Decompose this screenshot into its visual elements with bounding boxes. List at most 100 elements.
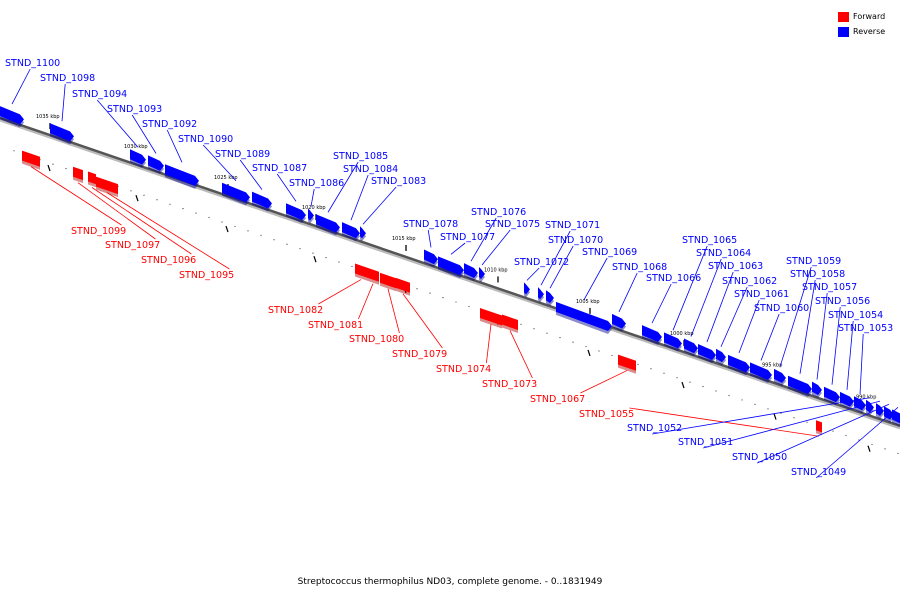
gene-label: STND_1064: [696, 248, 751, 259]
gene-leader-line: [651, 283, 672, 324]
axis-dot: [897, 452, 899, 454]
gene-feature-stnd-1061[interactable]: [728, 354, 750, 376]
gene-label: STND_1053: [838, 323, 893, 334]
gene-feature-stnd-1073[interactable]: [502, 314, 518, 334]
axis-dot: [299, 248, 301, 250]
gene-feature-stnd-1077[interactable]: [438, 256, 464, 279]
gene-leader-line: [239, 159, 263, 190]
axis-tick-label: 1025 kbp: [214, 175, 238, 181]
gene-feature-stnd-1094[interactable]: [130, 149, 146, 168]
gene-feature-stnd-1086[interactable]: [308, 208, 314, 224]
gene-leader-line: [757, 403, 890, 464]
gene-feature-stnd-1080[interactable]: [380, 272, 396, 292]
axis-dot: [598, 350, 600, 352]
gene-feature-stnd-1062[interactable]: [716, 348, 726, 366]
gene-feature-stnd-1060[interactable]: [750, 362, 772, 383]
axis-dot: [650, 368, 652, 370]
axis-dot: [546, 332, 548, 334]
axis-dot: [312, 252, 314, 254]
gene-feature-stnd-1064[interactable]: [684, 338, 698, 357]
gene-leader-line: [30, 166, 122, 226]
gene-feature-stnd-1051[interactable]: [876, 403, 884, 419]
axis-dot: [273, 239, 275, 241]
axis-dot: [533, 328, 535, 330]
gene-feature-stnd-1052[interactable]: [866, 399, 874, 416]
gene-label: STND_1094: [72, 89, 127, 100]
gene-leader-line: [618, 272, 638, 313]
gene-feature-stnd-1098[interactable]: [50, 123, 74, 145]
gene-feature-stnd-1058[interactable]: [788, 375, 812, 397]
gene-leader-line: [846, 320, 854, 390]
gene-feature-stnd-1087[interactable]: [286, 203, 306, 224]
axis-dot: [806, 421, 808, 423]
gene-leader-line: [202, 144, 237, 182]
gene-label: STND_1097: [105, 240, 160, 251]
axis-dot: [715, 390, 717, 392]
gene-feature-stnd-1099[interactable]: [22, 150, 40, 170]
gene-feature-stnd-1085[interactable]: [316, 214, 340, 236]
axis-dot: [728, 394, 730, 397]
axis-dot: [845, 434, 847, 437]
gene-feature-stnd-1054[interactable]: [840, 391, 854, 410]
gene-feature-stnd-1067[interactable]: [618, 354, 636, 374]
axis-shadow: [0, 118, 900, 430]
gene-leader-line: [652, 397, 871, 435]
gene-feature-stnd-1093[interactable]: [148, 155, 164, 174]
gene-leader-line: [402, 293, 443, 349]
gene-feature-stnd-1076[interactable]: [464, 263, 478, 281]
gene-feature-stnd-1049[interactable]: [892, 409, 900, 427]
gene-leader-line: [310, 188, 315, 207]
axis-tick-label: 995 kbp: [762, 363, 782, 369]
gene-feature-stnd-1055[interactable]: [816, 420, 822, 436]
gene-feature-stnd-1069[interactable]: [556, 301, 612, 335]
gene-feature-stnd-1090[interactable]: [222, 182, 250, 206]
axis-minor-tick: [225, 225, 229, 233]
gene-feature-stnd-1057[interactable]: [812, 381, 822, 399]
gene-feature-stnd-1066[interactable]: [642, 325, 662, 345]
gene-feature-stnd-1071[interactable]: [538, 287, 544, 303]
gene-feature-stnd-1065[interactable]: [664, 332, 682, 352]
gene-feature-stnd-1082[interactable]: [355, 263, 367, 281]
gene-feature-stnd-1083[interactable]: [360, 226, 366, 242]
gene-feature-stnd-1097[interactable]: [73, 166, 83, 184]
gene-leader-line: [96, 99, 139, 148]
gene-feature-stnd-1084[interactable]: [342, 222, 360, 242]
gene-feature-stnd-1074[interactable]: [480, 308, 502, 329]
gene-feature-stnd-1056[interactable]: [824, 386, 840, 406]
gene-label: STND_1056: [815, 296, 870, 307]
gene-feature-stnd-1092[interactable]: [165, 164, 199, 189]
gene-feature-stnd-1100[interactable]: [0, 106, 24, 128]
axis-dot: [195, 212, 197, 214]
gene-leader-line: [470, 217, 497, 262]
gene-feature-stnd-1079[interactable]: [396, 277, 410, 296]
axis-dot: [338, 261, 340, 263]
gene-feature-stnd-1068[interactable]: [612, 313, 626, 332]
legend-forward-swatch: [838, 11, 849, 22]
gene-feature-stnd-1072[interactable]: [524, 282, 530, 298]
axis-tick-label: 990 kbp: [856, 395, 876, 401]
gene-feature-stnd-1081[interactable]: [367, 267, 379, 285]
gene-leader-line: [481, 229, 511, 266]
axis-dot: [416, 288, 418, 290]
gene-feature-stnd-1096[interactable]: [88, 171, 96, 188]
gene-label: STND_1060: [754, 303, 809, 314]
axis-tick-label: 1020 kbp: [302, 205, 326, 211]
gene-feature-stnd-1095[interactable]: [96, 176, 118, 198]
gene-feature-stnd-1059[interactable]: [774, 368, 786, 387]
gene-leader-line: [580, 370, 628, 394]
gene-leader-line: [540, 230, 571, 286]
axis-dot: [741, 399, 743, 401]
axis-tick-label: 1030 kbp: [124, 144, 148, 150]
gene-feature-stnd-1070[interactable]: [546, 290, 554, 306]
axis-dot: [143, 194, 145, 196]
axis-minor-tick: [47, 164, 51, 172]
gene-feature-stnd-1050[interactable]: [884, 406, 894, 423]
gene-feature-stnd-1078[interactable]: [424, 249, 438, 268]
gene-feature-stnd-1063[interactable]: [698, 343, 716, 364]
legend-forward-label: Forward: [853, 12, 886, 21]
gene-label: STND_1054: [828, 310, 883, 321]
gene-label: STND_1099: [71, 226, 126, 237]
gene-feature-stnd-1075[interactable]: [479, 266, 485, 283]
gene-feature-stnd-1089[interactable]: [252, 191, 272, 212]
